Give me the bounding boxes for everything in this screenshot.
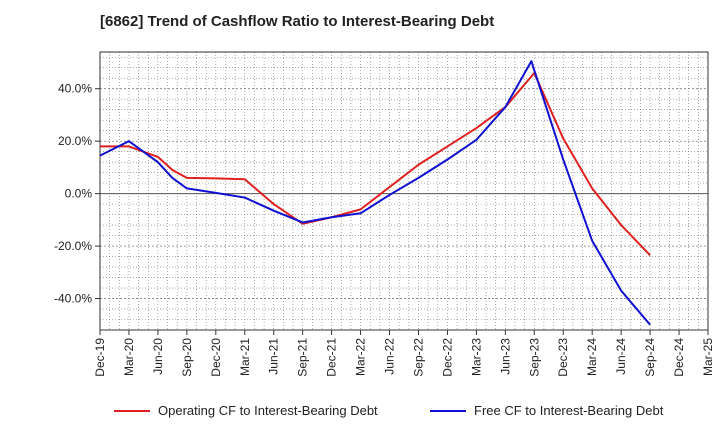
legend-label-free-cf: Free CF to Interest-Bearing Debt: [474, 403, 664, 418]
x-tick-label: Jun-21: [267, 338, 281, 375]
x-tick-label: Sep-20: [180, 338, 194, 377]
x-tick-label: Mar-23: [469, 338, 483, 376]
y-tick-label: 20.0%: [58, 134, 92, 148]
x-tick-label: Mar-22: [354, 338, 368, 376]
x-tick-label: Sep-23: [527, 338, 541, 377]
y-tick-label: 0.0%: [65, 187, 93, 201]
x-tick-label: Mar-25: [701, 338, 715, 376]
y-tick-label: 40.0%: [58, 82, 92, 96]
legend-item-operating-cf: Operating CF to Interest-Bearing Debt: [114, 403, 378, 418]
legend-swatch-free-cf: [430, 409, 466, 412]
chart-title: [6862] Trend of Cashflow Ratio to Intere…: [100, 13, 495, 30]
legend: Operating CF to Interest-Bearing Debt Fr…: [0, 403, 720, 427]
x-tick-label: Dec-21: [325, 338, 339, 377]
x-tick-label: Mar-24: [585, 338, 599, 376]
x-tick-label: Mar-21: [238, 338, 252, 376]
plot-border: [99, 51, 709, 331]
x-tick-label: Sep-24: [643, 338, 657, 377]
x-tick-label: Dec-19: [93, 338, 107, 377]
x-tick-label: Sep-21: [296, 338, 310, 377]
series-line-operating-cf: [100, 71, 651, 256]
y-tick-label: -40.0%: [54, 292, 92, 306]
legend-item-free-cf: Free CF to Interest-Bearing Debt: [430, 403, 663, 418]
x-tick-label: Dec-24: [672, 338, 686, 377]
x-tick-label: Jun-22: [383, 338, 397, 375]
x-tick-label: Jun-20: [151, 338, 165, 375]
x-tick-label: Jun-23: [498, 338, 512, 375]
y-tick-label: -20.0%: [54, 239, 92, 253]
x-tick-label: Dec-20: [209, 338, 223, 377]
series-line-free-cf: [99, 60, 651, 326]
x-tick-label: Jun-24: [614, 338, 628, 375]
legend-label-operating-cf: Operating CF to Interest-Bearing Debt: [158, 403, 378, 418]
x-tick-label: Sep-22: [411, 338, 425, 377]
x-tick-label: Dec-22: [440, 338, 454, 377]
legend-swatch-operating-cf: [114, 409, 150, 412]
x-tick-label: Dec-23: [556, 338, 570, 377]
x-tick-label: Mar-20: [122, 338, 136, 376]
